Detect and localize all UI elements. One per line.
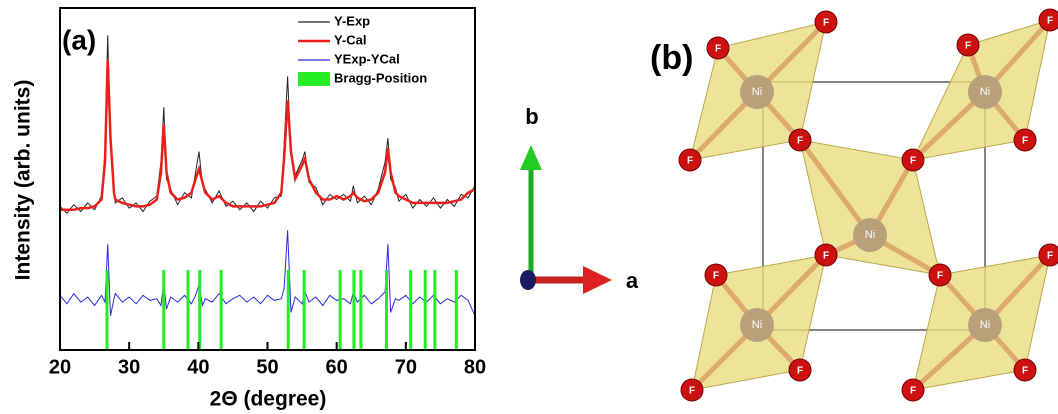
bragg-bar [455,270,458,350]
bragg-bar [220,270,223,350]
bragg-bar [433,270,436,350]
ni-label: Ni [752,319,762,331]
ni-label: Ni [865,229,875,241]
panel-label: (b) [650,39,693,77]
f-label: F [715,44,721,55]
x-tick-label: 20 [49,356,71,378]
x-tick-label: 60 [326,356,348,378]
x-tick-label: 30 [118,356,140,378]
f-label: F [1022,136,1028,147]
f-label: F [823,18,829,29]
x-axis-title: 2Θ (degree) [210,388,327,411]
f-label: F [713,271,719,282]
f-label: F [965,41,971,52]
x-tick-label: 50 [256,356,278,378]
legend-label: Bragg-Position [334,70,427,85]
ni-label: Ni [980,319,990,331]
structure: Ni F F F F Ni F F F F Ni F F Ni F F F Ni F F F [679,9,1058,401]
f-label: F [797,366,803,377]
bragg-bar [352,270,355,350]
figure: (a) 2Θ (degree) Intensity (arb. units) b… [0,0,1058,414]
legend-swatch [298,72,330,86]
f-label: F [910,156,916,167]
c-axis [520,270,536,290]
f-label: F [823,251,829,262]
f-label: F [1022,366,1028,377]
y-axis-title: Intensity (arb. units) [12,80,35,281]
x-tick-label: 40 [187,356,209,378]
f-label: F [1047,251,1053,262]
panel-label: (a) [62,24,96,55]
f-label: F [937,271,943,282]
bragg-bar [162,270,165,350]
page: {"chart_data": {"type": "line", "panel_l… [0,0,1058,414]
x-tick-label: 80 [464,356,486,378]
bragg-bar [339,270,342,350]
bragg-bar [359,270,362,350]
ni-label: Ni [752,86,762,98]
a-label: a [626,268,639,293]
f-label: F [1047,16,1053,27]
a-arrow-head [583,266,612,294]
bragg-bar [106,270,109,350]
bragg-bar [186,270,189,350]
f-label: F [797,136,803,147]
series-line [60,230,475,315]
legend-label: Y-Exp [334,13,370,28]
series-line [60,35,475,213]
f-label: F [687,156,693,167]
bragg-bar [287,270,290,350]
legend-label: Y-Cal [334,32,367,47]
b-label: b [525,104,538,129]
b-arrow-head [520,145,542,170]
bragg-bar [409,270,412,350]
bragg-bar [198,270,201,350]
bragg-bar [424,270,427,350]
f-label: F [689,386,695,397]
plot-frame [60,8,475,350]
ni-label: Ni [980,86,990,98]
bragg-bar [303,270,306,350]
bragg-bar [385,270,388,350]
f-label: F [910,386,916,397]
legend-label: YExp-YCal [334,51,400,66]
axes-triad: b a [520,104,639,294]
x-tick-label: 70 [395,356,417,378]
